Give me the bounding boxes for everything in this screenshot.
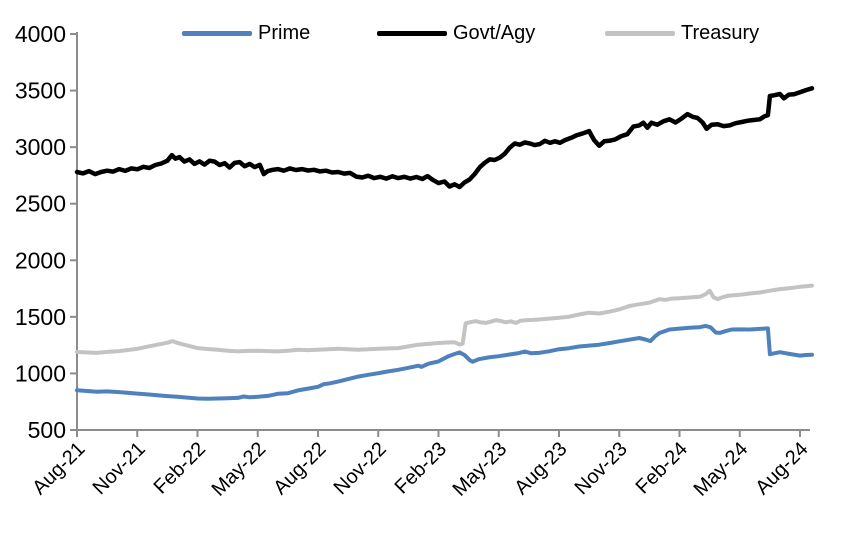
x-tick-label: Feb-24 xyxy=(632,438,692,498)
x-tick-label: Aug-23 xyxy=(510,438,571,499)
x-tick-label: May-23 xyxy=(449,438,512,501)
y-tick-label: 1000 xyxy=(15,360,66,386)
x-tick-label: Aug-24 xyxy=(751,438,812,499)
x-tick-label: Aug-22 xyxy=(269,438,330,499)
x-tick-label: Nov-22 xyxy=(330,438,391,499)
series-line-govt-agy xyxy=(74,86,815,190)
y-tick-label: 3500 xyxy=(15,78,66,104)
y-tick-label: 2000 xyxy=(15,247,66,273)
series-line-prime xyxy=(75,323,814,401)
x-tick-label: Feb-23 xyxy=(391,438,451,498)
x-tick-label: Nov-21 xyxy=(89,438,150,499)
series-line-treasury xyxy=(75,283,814,355)
x-tick-label: May-22 xyxy=(208,438,271,501)
y-tick-label: 2500 xyxy=(15,191,66,217)
x-tick-label: Nov-23 xyxy=(571,438,632,499)
series-lines xyxy=(74,86,815,401)
y-axis: 4000 3500 3000 2500 2000 1500 1000 500 xyxy=(15,21,78,443)
y-tick-label: 500 xyxy=(28,417,66,443)
y-tick-label: 3000 xyxy=(15,134,66,160)
x-tick-label: Aug-21 xyxy=(28,438,89,499)
x-tick-label: Feb-22 xyxy=(150,438,210,498)
x-tick-label: May-24 xyxy=(690,438,753,501)
y-tick-label: 4000 xyxy=(15,21,66,47)
y-tick-label: 1500 xyxy=(15,304,66,330)
